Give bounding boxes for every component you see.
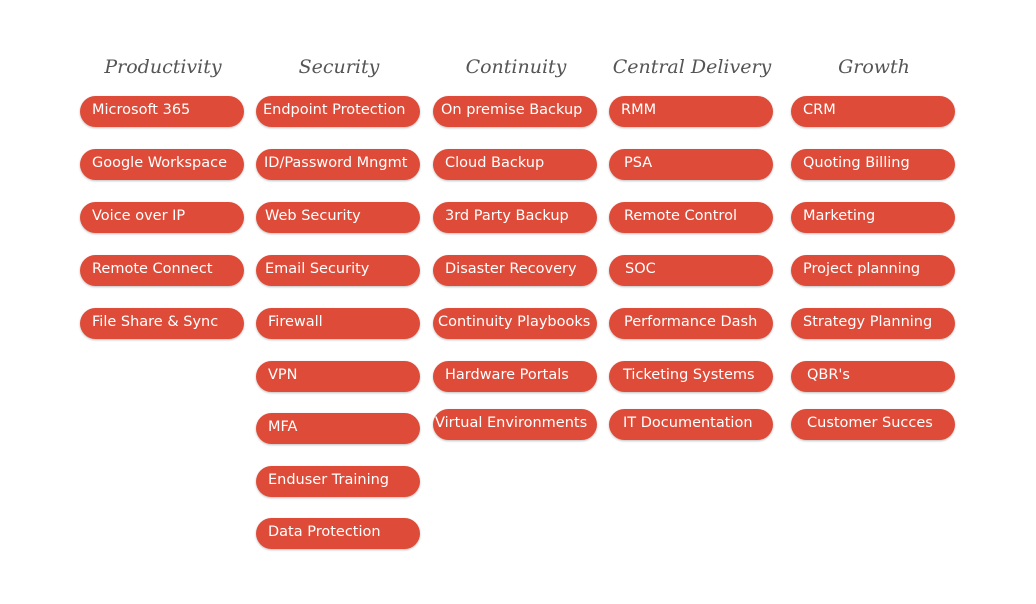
item-firewall[interactable]: Firewall xyxy=(256,308,420,339)
item-project-planning[interactable]: Project planning xyxy=(791,255,955,286)
item-remote-connect[interactable]: Remote Connect xyxy=(80,255,244,286)
item-3rd-party-backup[interactable]: 3rd Party Backup xyxy=(433,202,597,233)
item-cloud-backup[interactable]: Cloud Backup xyxy=(433,149,597,180)
item-customer-succes[interactable]: Customer Succes xyxy=(791,409,955,440)
item-continuity-playbooks[interactable]: Continuity Playbooks xyxy=(433,308,597,339)
item-performance-dash[interactable]: Performance Dash xyxy=(609,308,773,339)
item-disaster-recovery[interactable]: Disaster Recovery xyxy=(433,255,597,286)
item-id-password-mngmt[interactable]: ID/Password Mngmt xyxy=(256,149,420,180)
item-marketing[interactable]: Marketing xyxy=(791,202,955,233)
item-ticketing-systems[interactable]: Ticketing Systems xyxy=(609,361,773,392)
item-data-protection[interactable]: Data Protection xyxy=(256,518,420,549)
column-title: Continuity xyxy=(465,56,567,78)
item-google-workspace[interactable]: Google Workspace xyxy=(80,149,244,180)
item-email-security[interactable]: Email Security xyxy=(256,255,420,286)
item-hardware-portals[interactable]: Hardware Portals xyxy=(433,361,597,392)
item-remote-control[interactable]: Remote Control xyxy=(609,202,773,233)
item-rmm[interactable]: RMM xyxy=(609,96,773,127)
item-virtual-environments[interactable]: Virtual Environments xyxy=(433,409,597,440)
column-title: Security xyxy=(298,56,380,78)
item-crm[interactable]: CRM xyxy=(791,96,955,127)
item-enduser-training[interactable]: Enduser Training xyxy=(256,466,420,497)
column-title: Central Delivery xyxy=(612,56,772,78)
item-strategy-planning[interactable]: Strategy Planning xyxy=(791,308,955,339)
item-web-security[interactable]: Web Security xyxy=(256,202,420,233)
column-title: Growth xyxy=(838,56,910,78)
item-quoting-billing[interactable]: Quoting Billing xyxy=(791,149,955,180)
item-endpoint-protection[interactable]: Endpoint Protection xyxy=(256,96,420,127)
item-microsoft-365[interactable]: Microsoft 365 xyxy=(80,96,244,127)
item-mfa[interactable]: MFA xyxy=(256,413,420,444)
item-voice-over-ip[interactable]: Voice over IP xyxy=(80,202,244,233)
column-title: Productivity xyxy=(104,56,222,78)
item-soc[interactable]: SOC xyxy=(609,255,773,286)
item-on-premise-backup[interactable]: On premise Backup xyxy=(433,96,597,127)
item-qbrs[interactable]: QBR's xyxy=(791,361,955,392)
item-vpn[interactable]: VPN xyxy=(256,361,420,392)
item-psa[interactable]: PSA xyxy=(609,149,773,180)
item-it-documentation[interactable]: IT Documentation xyxy=(609,409,773,440)
item-file-share-sync[interactable]: File Share & Sync xyxy=(80,308,244,339)
